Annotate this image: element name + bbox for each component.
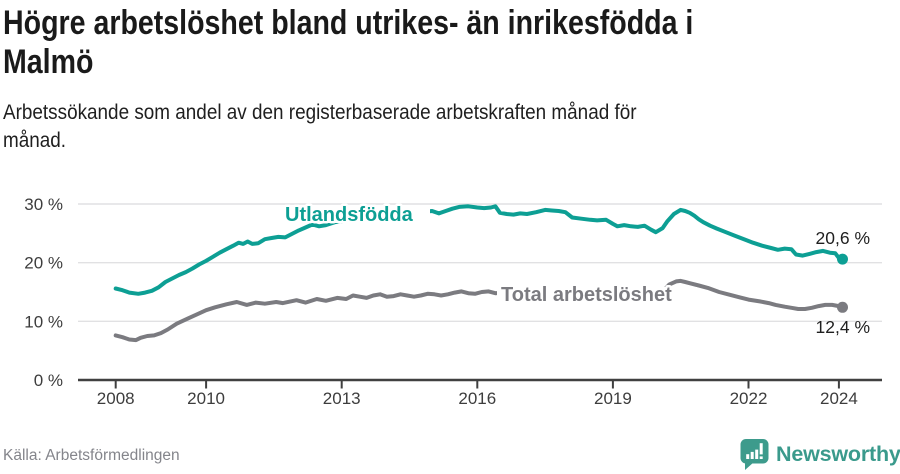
x-tick-label: 2022 [730, 389, 768, 408]
x-tick-label: 2019 [594, 389, 632, 408]
x-tick-label: 2016 [458, 389, 496, 408]
x-tick-label: 2008 [97, 389, 135, 408]
series-label-total: Total arbetslöshet [501, 284, 672, 306]
newsworthy-wordmark: Newsworthy [776, 442, 900, 466]
series-label-utlandsfodda: Utlandsfödda [285, 204, 414, 226]
series-end-dot [837, 301, 848, 313]
chart-subtitle-line2: månad. [3, 129, 67, 152]
chart-subtitle-line1: Arbetssökande som andel av den registerb… [3, 101, 637, 124]
page-title-line1: Högre arbetslöshet bland utrikes- än inr… [3, 4, 694, 42]
newsworthy-bubble-chart-icon [740, 439, 769, 470]
y-tick-label: 10 % [24, 312, 63, 331]
label-mask [283, 206, 430, 223]
end-value-utlandsfodda: 20,6 % [816, 228, 870, 248]
x-tick-label: 2013 [323, 389, 361, 408]
page-title: Högre arbetslöshet bland utrikes- än inr… [3, 4, 897, 82]
x-tick-label: 2024 [820, 389, 858, 408]
end-value-total: 12,4 % [816, 317, 870, 337]
label-mask [497, 287, 697, 303]
newsworthy-logo[interactable]: Newsworthy [740, 438, 900, 471]
y-tick-label: 30 % [24, 195, 63, 214]
page-title-line2: Malmö [3, 43, 94, 81]
x-tick-label: 2010 [187, 389, 225, 408]
y-tick-label: 20 % [24, 254, 63, 273]
source-note: Källa: Arbetsförmedlingen [3, 447, 180, 464]
series-line [113, 278, 845, 343]
series-end-dot [837, 253, 848, 265]
y-tick-label: 0 % [34, 371, 63, 390]
series-line [113, 204, 845, 296]
chart-subtitle: Arbetssökande som andel av den registerb… [3, 99, 897, 155]
chart-header: Högre arbetslöshet bland utrikes- än inr… [3, 4, 897, 155]
